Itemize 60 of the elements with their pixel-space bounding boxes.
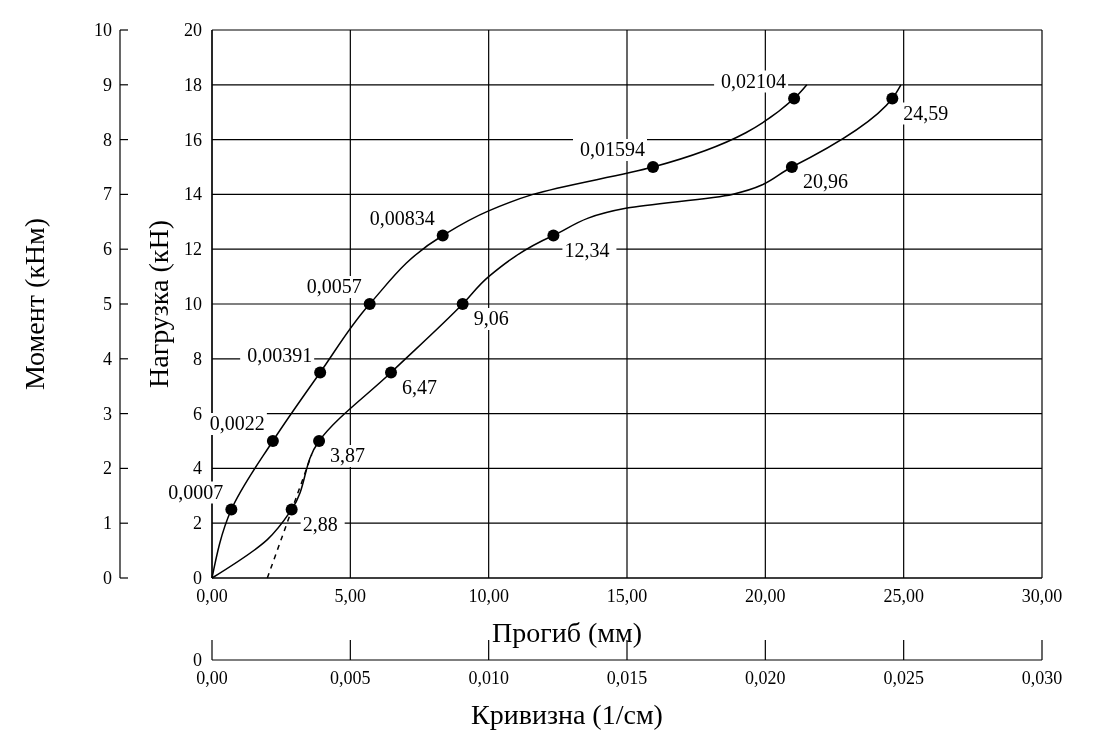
- x-tick-label: 5,00: [334, 586, 367, 606]
- y-tick-label: 8: [193, 348, 202, 369]
- x2-tick-label: 0,020: [745, 668, 786, 688]
- annotation: 3,87: [330, 444, 366, 466]
- annotation: 12,34: [564, 238, 610, 261]
- y2-axis-title: Момент (кНм): [19, 217, 50, 391]
- y2-tick-label: 9: [103, 74, 112, 95]
- y2-tick-label: 3: [103, 403, 112, 424]
- x-tick-label: 25,00: [883, 586, 924, 606]
- y2-tick-label: 6: [103, 239, 112, 260]
- y-tick-label: 20: [184, 20, 202, 40]
- x-tick-label: 10,00: [468, 586, 509, 606]
- x2-tick-label: 0,030: [1021, 668, 1063, 688]
- x2-tick-label: 0,005: [330, 668, 371, 688]
- annotation: 9,06: [473, 307, 509, 329]
- y-tick-label: 2: [193, 513, 202, 534]
- y2-tick-label: 10: [94, 20, 112, 40]
- y-tick-label: 18: [184, 74, 202, 95]
- x2-axis-title: Кривизна (1/см): [471, 699, 663, 730]
- annotation: 0,01594: [580, 138, 646, 160]
- point: [313, 435, 326, 447]
- x2-tick-label: 0,010: [468, 668, 509, 688]
- y2-tick-label: 5: [103, 294, 112, 314]
- x-tick-label: 15,00: [606, 586, 648, 606]
- y-tick-label: 16: [184, 129, 202, 150]
- annotation: 24,59: [903, 101, 949, 124]
- point: [547, 229, 560, 242]
- x-tick-label: 0,00: [196, 586, 228, 606]
- y2-tick-label: 1: [103, 513, 112, 534]
- annotation: 0,00834: [369, 206, 435, 229]
- y2-tick-label: 7: [103, 184, 112, 205]
- annotation: 20,96: [802, 170, 848, 192]
- y-tick-label: 4: [193, 458, 202, 479]
- y-tick-label: 6: [193, 403, 202, 424]
- y2-tick-label: 0: [103, 568, 112, 588]
- annotation: 6,47: [402, 375, 437, 398]
- x-tick-label: 20,00: [745, 586, 786, 606]
- x2-tick-label: 0,00: [196, 668, 228, 688]
- annotation: 0,02104: [721, 69, 787, 92]
- y-tick-label: 0: [193, 568, 202, 588]
- y-tick-label: 14: [184, 184, 202, 205]
- y-axis-title: Нагрузка (кН): [143, 220, 174, 388]
- annotation: 2,88: [302, 512, 338, 535]
- annotation: 0,0022: [209, 412, 265, 434]
- point: [886, 92, 899, 105]
- y2-tick-label: 2: [103, 458, 112, 479]
- x-axis-title: Прогиб (мм): [491, 617, 643, 648]
- annotation: 0,0007: [168, 480, 224, 503]
- y2-tick-label: 8: [103, 129, 112, 150]
- point: [785, 161, 798, 173]
- x2-tick-label: 0,015: [606, 668, 648, 688]
- y-tick-label: 12: [184, 239, 202, 260]
- x2-tick-label: 0,025: [883, 668, 924, 688]
- annotation: 0,0057: [306, 275, 362, 297]
- point: [385, 366, 397, 379]
- x-tick-label: 30,00: [1021, 586, 1063, 606]
- point: [456, 298, 469, 310]
- annotation: 0,00391: [247, 343, 313, 366]
- y2-tick-label: 4: [103, 348, 112, 369]
- y-tick-label: 10: [184, 294, 202, 314]
